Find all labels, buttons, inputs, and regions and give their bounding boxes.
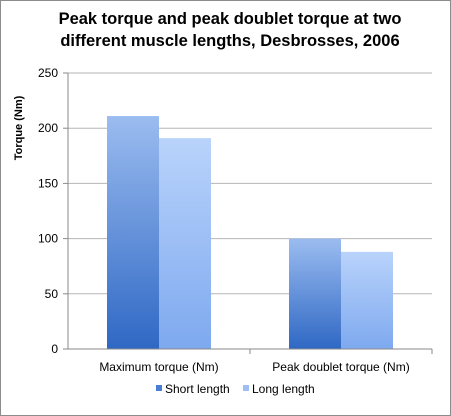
x-tick-label: Maximum torque (Nm) [99,360,218,374]
y-tick-label: 100 [38,232,58,246]
chart-title-line-2: different muscle lengths, Desbrosses, 20… [60,32,400,50]
y-axis-label: Torque (Nm) [13,95,25,160]
chart-title-line-1: Peak torque and peak doublet torque at t… [58,10,402,28]
bar-short-0 [107,116,159,349]
y-tick-labels: 0 50 100 150 200 250 [38,66,58,356]
axes [67,73,433,354]
legend: Short length Long length [156,382,315,396]
x-tick-labels: Maximum torque (Nm) Peak doublet torque (… [99,360,409,374]
x-tick-label: Peak doublet torque (Nm) [272,360,409,374]
legend-swatch [243,385,249,391]
legend-label: Long length [252,382,315,396]
legend-swatch [156,385,162,391]
bar-short-1 [289,238,341,349]
y-tick-label: 50 [45,287,59,301]
legend-label: Short length [165,382,230,396]
chart-title: Peak torque and peak doublet torque at t… [30,8,430,52]
y-tick-label: 250 [38,66,58,80]
bar-long-0 [159,138,211,349]
bars [107,116,393,349]
bar-long-1 [341,251,393,349]
y-tick-label: 0 [51,342,58,356]
y-tick-label: 200 [38,121,58,135]
y-tick-label: 150 [38,176,58,190]
